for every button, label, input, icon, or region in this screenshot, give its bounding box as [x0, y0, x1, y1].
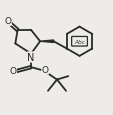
Text: O: O [9, 67, 16, 76]
Text: Abc: Abc [73, 39, 84, 44]
Text: N: N [27, 53, 34, 62]
Text: O: O [41, 66, 48, 75]
Polygon shape [40, 41, 53, 43]
Text: O: O [5, 17, 11, 26]
FancyBboxPatch shape [71, 37, 87, 47]
